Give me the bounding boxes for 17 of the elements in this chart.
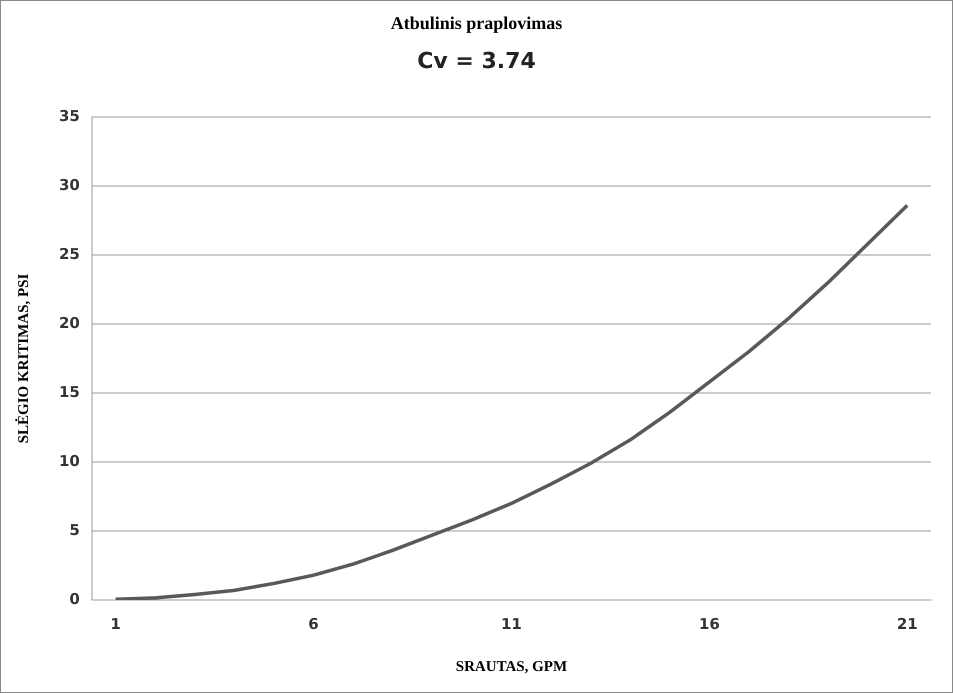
y-tick-label: 0 <box>69 590 80 608</box>
x-tick-label: 11 <box>501 614 522 633</box>
y-tick-label: 30 <box>59 176 80 194</box>
y-tick-label: 15 <box>59 382 80 401</box>
x-tick-label: 1 <box>110 614 121 633</box>
x-tick-label: 6 <box>308 614 319 633</box>
y-tick-label: 5 <box>69 520 80 539</box>
y-axis-title: SLĖGIO KRITIMAS, PSI <box>14 274 32 444</box>
x-axis-title: SRAUTAS, GPM <box>456 658 568 675</box>
y-tick-label: 10 <box>59 452 80 470</box>
x-tick-label: 16 <box>698 614 720 633</box>
chart-subtitle: Cv = 3.74 <box>416 49 537 74</box>
x-tick-label: 21 <box>896 614 918 633</box>
y-tick-label: 25 <box>59 244 80 263</box>
chart-title: Atbulinis praplovimas <box>390 13 564 34</box>
y-tick-label: 20 <box>59 314 80 332</box>
y-tick-label: 35 <box>59 106 80 125</box>
